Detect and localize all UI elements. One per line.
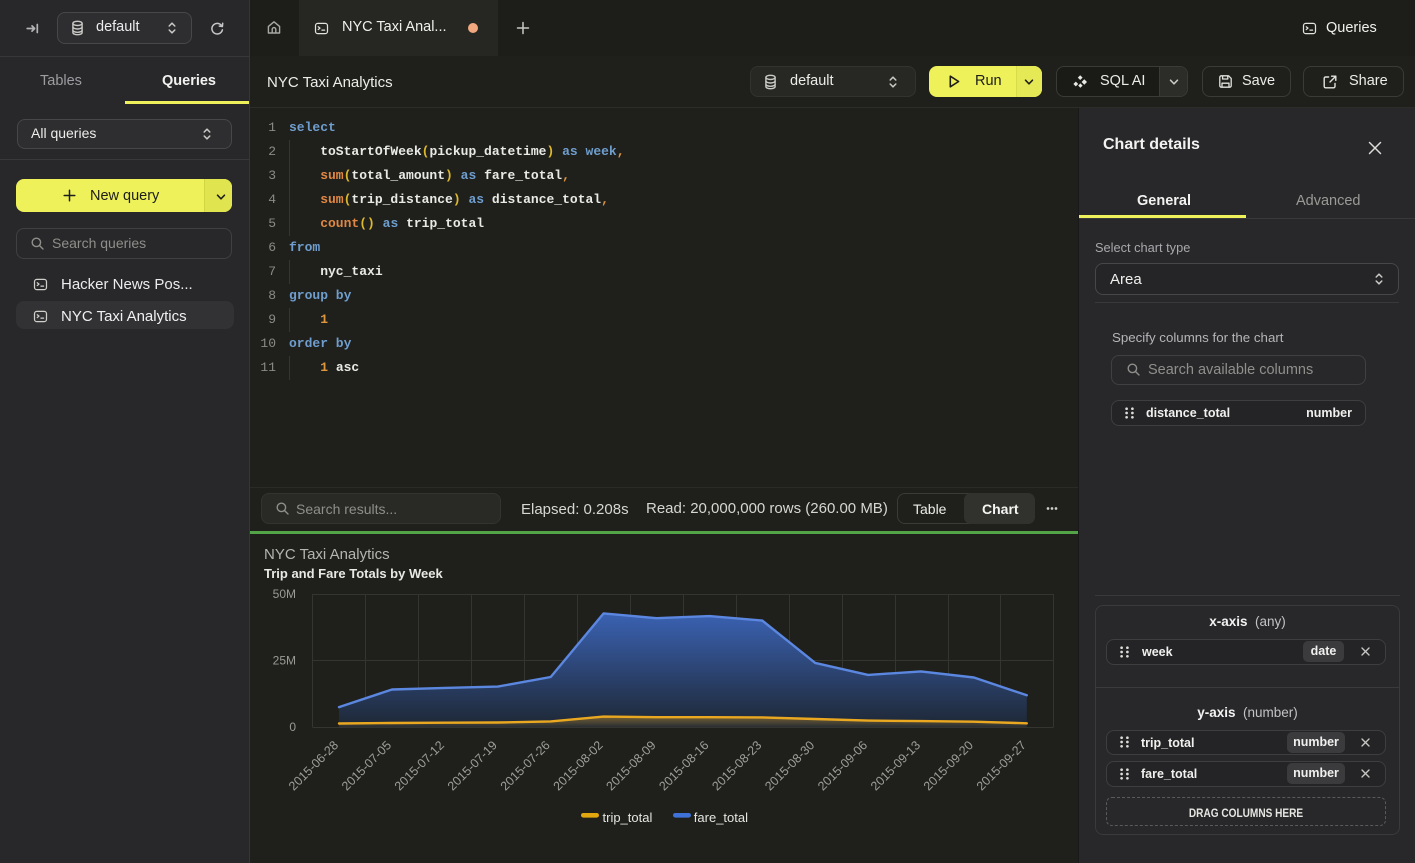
- svg-text:50M: 50M: [273, 587, 296, 601]
- svg-text:0: 0: [289, 720, 296, 734]
- svg-text:2015-07-12: 2015-07-12: [392, 738, 447, 793]
- svg-text:fare_total: fare_total: [694, 810, 748, 825]
- svg-text:2015-07-19: 2015-07-19: [445, 738, 500, 793]
- svg-text:2015-07-05: 2015-07-05: [339, 738, 394, 793]
- svg-text:2015-09-13: 2015-09-13: [868, 738, 923, 793]
- svg-text:2015-09-27: 2015-09-27: [974, 738, 1029, 793]
- svg-text:trip_total: trip_total: [603, 810, 653, 825]
- svg-text:2015-08-30: 2015-08-30: [762, 738, 817, 793]
- svg-text:2015-09-06: 2015-09-06: [815, 738, 870, 793]
- svg-text:2015-08-02: 2015-08-02: [551, 738, 606, 793]
- svg-text:2015-08-16: 2015-08-16: [656, 738, 711, 793]
- svg-text:2015-08-09: 2015-08-09: [604, 738, 659, 793]
- svg-text:2015-06-28: 2015-06-28: [286, 738, 341, 793]
- svg-text:2015-07-26: 2015-07-26: [498, 738, 553, 793]
- svg-text:2015-09-20: 2015-09-20: [921, 738, 976, 793]
- svg-text:2015-08-23: 2015-08-23: [709, 738, 764, 793]
- svg-text:25M: 25M: [273, 654, 296, 668]
